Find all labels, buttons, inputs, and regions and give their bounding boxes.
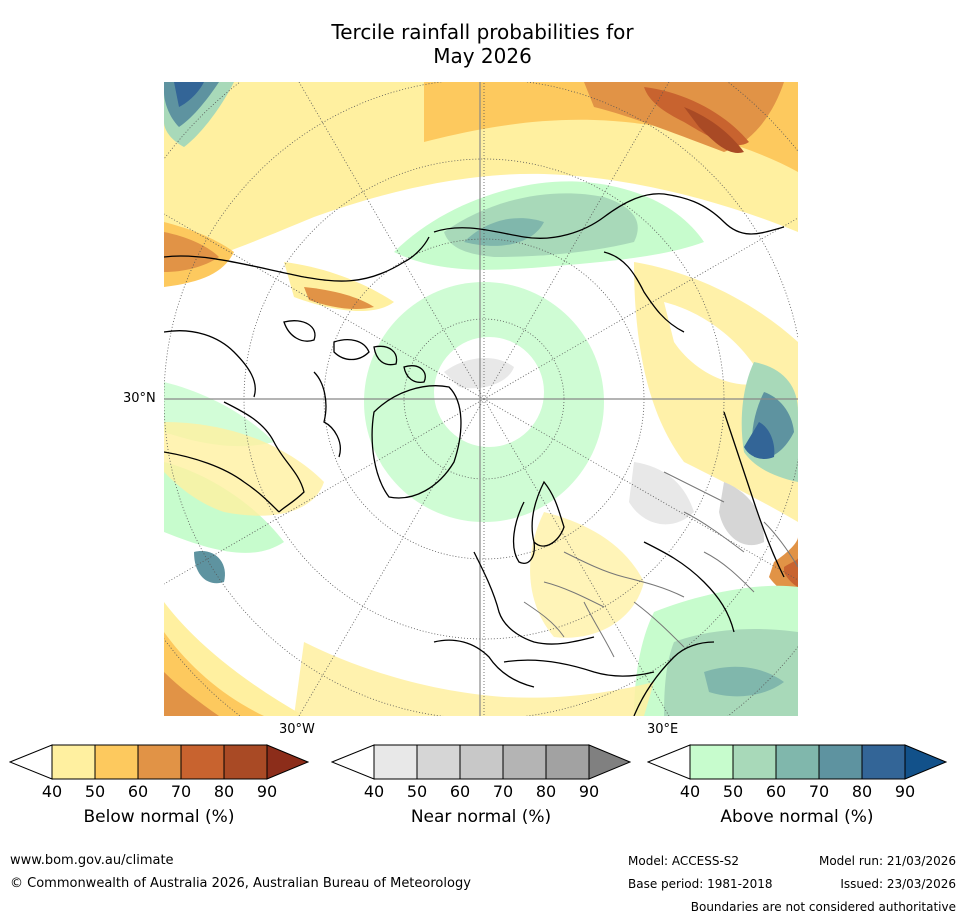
cbar1-tick: 40 (41, 782, 63, 801)
cbar3-tick: 90 (894, 782, 916, 801)
cbar2-arrow-high (588, 744, 631, 780)
cbar2-tick: 50 (406, 782, 428, 801)
cbar2-tick: 80 (535, 782, 557, 801)
cbar1-swatch-0 (51, 744, 96, 780)
colorbar-near-normal-swatches (331, 744, 631, 780)
cbar1-swatch-2 (137, 744, 182, 780)
cbar3-swatch-0 (689, 744, 734, 780)
map-title: Tercile rainfall probabilities for May 2… (0, 20, 965, 68)
cbar3-tick: 40 (679, 782, 701, 801)
cbar2-tick: 70 (492, 782, 514, 801)
cbar3-swatch-3 (818, 744, 863, 780)
cbar3-swatch-2 (775, 744, 820, 780)
cbar2-swatch-1 (416, 744, 461, 780)
cbar2-swatch-4 (545, 744, 590, 780)
map-canvas (164, 82, 798, 716)
cbar1-arrow-high (266, 744, 309, 780)
cbar1-label: Below normal (%) (83, 807, 235, 827)
cbar3-tick: 60 (765, 782, 787, 801)
cbar1-tick: 80 (213, 782, 235, 801)
disclaimer-text: Boundaries are not considered authoritat… (690, 900, 956, 914)
cbar2-swatch-2 (459, 744, 504, 780)
cbar3-label: Above normal (%) (720, 807, 874, 827)
cbar1-tick: 70 (170, 782, 192, 801)
cbar2-swatch-0 (373, 744, 418, 780)
cbar2-tick: 40 (363, 782, 385, 801)
polar-map[interactable] (164, 82, 798, 716)
lon-label-30e: 30°E (647, 722, 679, 737)
colorbar-above-normal: 40 50 60 70 80 90 Above normal (%) (647, 744, 947, 827)
title-line-2: May 2026 (433, 44, 532, 68)
cbar3-arrow-low (647, 744, 691, 780)
colorbar-below-normal: 40 50 60 70 80 90 Below normal (%) (9, 744, 309, 827)
model-text: Model: ACCESS-S2 (628, 854, 740, 868)
copyright-text: © Commonwealth of Australia 2026, Austra… (10, 876, 471, 891)
cbar3-arrow-high (904, 744, 947, 780)
cbar3-swatch-4 (861, 744, 906, 780)
cbar2-swatch-3 (502, 744, 547, 780)
cbar2-tick: 90 (578, 782, 600, 801)
colorbar-near-normal: 40 50 60 70 80 90 Near normal (%) (331, 744, 631, 827)
cbar1-swatch-1 (94, 744, 139, 780)
base-period-text: Base period: 1981-2018 (628, 877, 773, 891)
title-line-1: Tercile rainfall probabilities for (331, 20, 634, 44)
cbar3-tick: 50 (722, 782, 744, 801)
cbar1-arrow-low (9, 744, 53, 780)
model-run-text: Model run: 21/03/2026 (818, 854, 956, 868)
cbar3-tick: 80 (851, 782, 873, 801)
cbar1-swatch-4 (223, 744, 268, 780)
colorbar-above-normal-swatches (647, 744, 947, 780)
cbar2-label: Near normal (%) (410, 807, 552, 827)
lon-label-30w: 30°W (279, 722, 315, 737)
cbar1-tick: 60 (127, 782, 149, 801)
cbar1-tick: 90 (256, 782, 278, 801)
cbar2-arrow-low (331, 744, 375, 780)
website-link[interactable]: www.bom.gov.au/climate (10, 853, 174, 868)
cbar2-tick: 60 (449, 782, 471, 801)
cbar3-tick: 70 (808, 782, 830, 801)
lat-label-30n: 30°N (123, 391, 156, 406)
cbar1-tick: 50 (84, 782, 106, 801)
colorbar-below-normal-swatches (9, 744, 309, 780)
cbar1-swatch-3 (180, 744, 225, 780)
cbar3-swatch-1 (732, 744, 777, 780)
issued-text: Issued: 23/03/2026 (840, 877, 956, 891)
